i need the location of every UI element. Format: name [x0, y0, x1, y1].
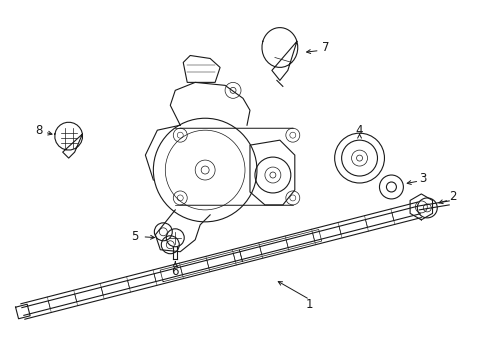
Text: 2: 2	[448, 190, 456, 203]
Text: 4: 4	[355, 124, 363, 137]
Text: 6: 6	[171, 265, 179, 278]
Text: 5: 5	[131, 230, 138, 243]
Text: 3: 3	[419, 171, 426, 185]
Text: 8: 8	[35, 124, 42, 137]
Text: 1: 1	[305, 298, 313, 311]
Text: 7: 7	[321, 41, 328, 54]
